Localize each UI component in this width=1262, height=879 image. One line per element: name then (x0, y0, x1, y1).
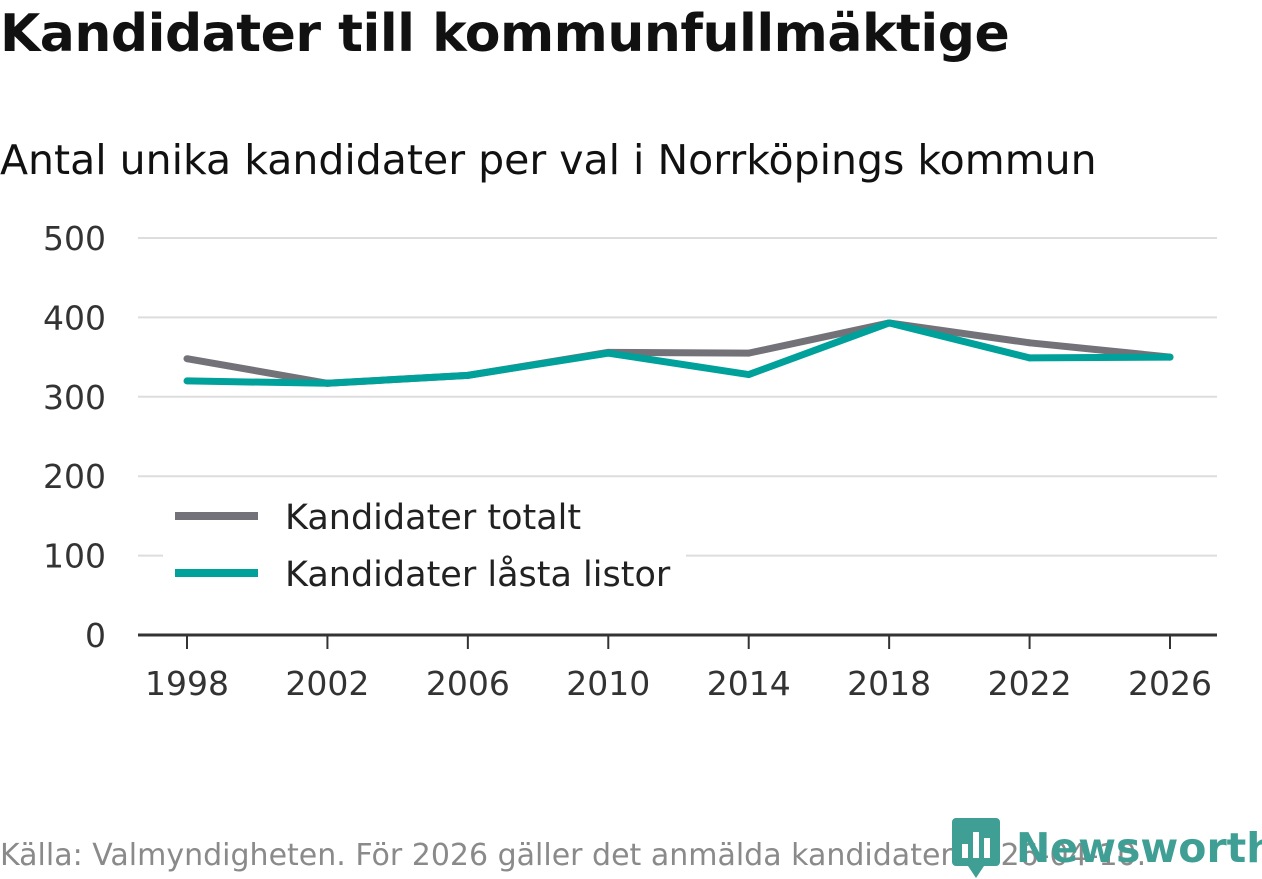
data-point-total (745, 349, 753, 357)
x-tick-label: 2018 (847, 664, 931, 703)
data-point-locked (464, 371, 472, 379)
y-tick-label: 200 (43, 457, 106, 496)
y-tick-label: 400 (43, 298, 106, 337)
x-tick-label: 2022 (988, 664, 1072, 703)
brand-name: Newsworthy (1016, 824, 1262, 872)
data-point-locked (1026, 354, 1034, 362)
y-tick-label: 0 (85, 616, 106, 655)
bar-chart-icon (952, 818, 1000, 878)
legend-label-total: Kandidater totalt (285, 498, 581, 538)
y-tick-label: 500 (43, 219, 106, 258)
x-tick-label: 2014 (707, 664, 791, 703)
legend: Kandidater totalt Kandidater låsta listor (163, 493, 686, 605)
legend-label-locked: Kandidater låsta listor (285, 554, 671, 595)
data-point-locked (183, 377, 191, 385)
series-lines (183, 319, 1174, 387)
data-point-locked (885, 319, 893, 327)
x-tick-label: 2010 (566, 664, 650, 703)
data-point-locked (323, 379, 331, 387)
chart-title: Kandidater till kommunfullmäktige (0, 4, 1010, 64)
data-point-locked (1166, 353, 1174, 361)
data-point-total (183, 355, 191, 363)
newsworthy-logo: Newsworthy (952, 818, 1262, 878)
x-tick-label: 2006 (426, 664, 510, 703)
y-axis-ticks: 0 100 200 300 400 500 (43, 219, 106, 655)
series-line-locked (186, 319, 1171, 387)
y-tick-label: 100 (43, 537, 106, 576)
x-tick-label: 2026 (1128, 664, 1212, 703)
legend-box (163, 493, 686, 605)
data-point-locked (604, 349, 612, 357)
chart-subtitle: Antal unika kandidater per val i Norrköp… (0, 136, 1097, 184)
x-tick-label: 1998 (145, 664, 229, 703)
data-point-total (1026, 339, 1034, 347)
x-axis: 1998 2002 2006 2010 2014 2018 2022 2026 (138, 633, 1217, 703)
y-tick-label: 300 (43, 378, 106, 417)
x-tick-label: 2002 (285, 664, 369, 703)
data-point-locked (745, 371, 753, 379)
